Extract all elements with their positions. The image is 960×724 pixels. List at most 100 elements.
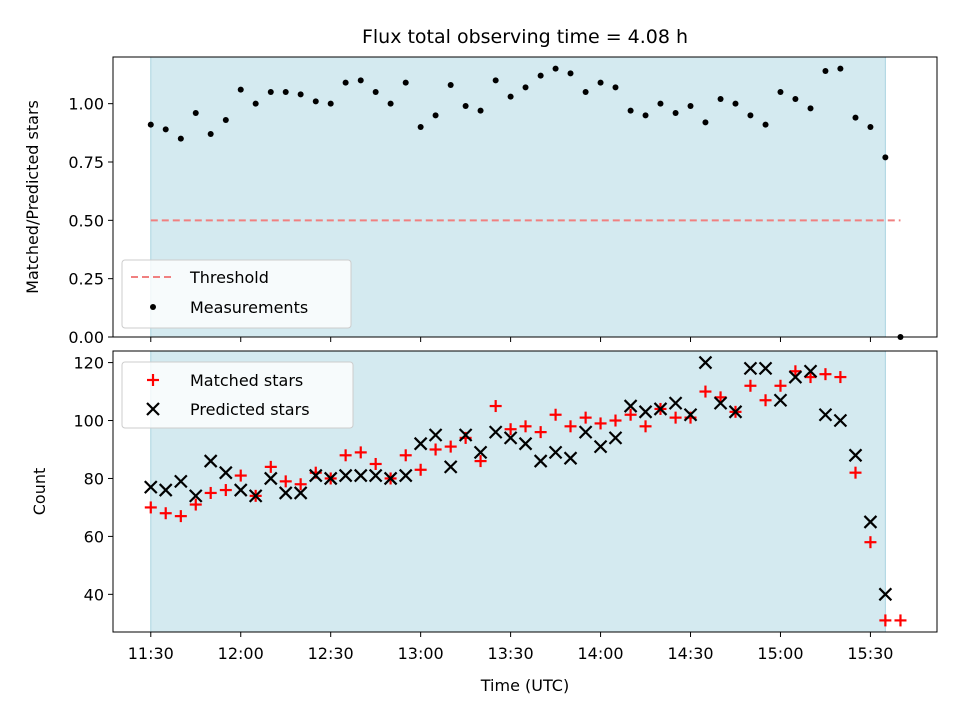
y-tick-label: 80: [84, 469, 104, 488]
legend-matched-swatch: [147, 374, 159, 386]
y-tick-label: 0.25: [68, 270, 104, 289]
top-panel: 0.00 0.25 0.50 0.75 1.00 Flux total observin…: [23, 26, 938, 347]
bottom-y-ticks: 40 60 80 100 120: [73, 354, 113, 604]
measurement-point: [612, 84, 619, 91]
predicted-star-point: [593, 439, 608, 454]
measurement-point: [297, 91, 304, 98]
predicted-star-point: [713, 396, 728, 410]
measurement-point: [447, 82, 454, 88]
measurement-point: [537, 72, 544, 79]
measurement-point: [492, 77, 499, 84]
top-y-axis-label: Matched/Predicted stars: [23, 100, 42, 294]
predicted-star-point: [323, 471, 338, 486]
predicted-star-point: [278, 486, 293, 500]
predicted-star-point: [264, 471, 278, 486]
predicted-star-point: [308, 468, 323, 483]
top-axes-frame: [112, 56, 938, 338]
predicted-star-point: [368, 468, 383, 483]
matched-star-point: [849, 466, 862, 479]
y-tick-label: 100: [73, 412, 104, 431]
predicted-star-point: [848, 448, 863, 463]
legend-plus-glyph: [147, 374, 159, 386]
matched-star-point: [744, 379, 757, 392]
predicted-star-point: [758, 361, 773, 376]
matched-star-point: [564, 420, 577, 433]
x-tick-label: 11:30: [128, 644, 174, 663]
predicted-star-point: [398, 468, 413, 483]
measurement-point: [582, 89, 589, 95]
x-tick-label: 15:00: [757, 644, 803, 663]
measurement-point: [702, 119, 709, 126]
top-measurement-points: [147, 65, 904, 340]
predicted-star-point: [353, 468, 368, 483]
legend-measurements-label: Measurements: [190, 298, 308, 317]
measurement-point: [327, 100, 334, 107]
y-tick-label: 0.00: [68, 328, 104, 347]
matched-star-point: [339, 449, 352, 462]
matched-star-point: [174, 510, 187, 523]
predicted-star-point: [203, 454, 218, 468]
matched-star-point: [759, 394, 772, 407]
predicted-star-point: [548, 445, 563, 460]
matched-star-point: [144, 501, 157, 514]
matched-star-point: [894, 614, 907, 627]
predicted-star-point: [158, 483, 173, 497]
measurement-point: [732, 100, 739, 107]
predicted-star-point: [488, 425, 503, 439]
measurement-point: [477, 107, 484, 114]
legend-predicted-swatch: [146, 402, 160, 416]
measurement-point: [882, 154, 889, 161]
measurement-point: [312, 98, 319, 105]
matched-star-point: [699, 385, 712, 398]
measurement-point: [852, 114, 859, 121]
measurement-point: [687, 103, 694, 109]
x-tick-label: 13:00: [398, 644, 444, 663]
measurement-point: [672, 110, 679, 116]
measurement-point: [642, 112, 649, 119]
legend-threshold-label: Threshold: [189, 268, 269, 287]
matched-star-point: [294, 478, 307, 491]
measurement-point: [222, 117, 229, 123]
x-tick-label: 14:00: [578, 644, 624, 663]
matched-star-point: [789, 365, 802, 378]
predicted-star-point: [863, 515, 878, 529]
measurement-point: [372, 89, 379, 95]
matched-star-point: [189, 498, 202, 511]
matched-star-point: [414, 463, 427, 476]
measurement-point: [777, 89, 784, 95]
y-tick-label: 60: [84, 527, 104, 546]
predicted-star-point: [533, 454, 548, 468]
matched-star-point: [489, 400, 502, 413]
bottom-axes-frame: [112, 350, 938, 633]
x-tick-label: 15:30: [847, 644, 893, 663]
matched-star-point: [774, 379, 787, 392]
matched-star-point: [579, 411, 592, 424]
measurement-point: [432, 112, 439, 119]
measurement-point: [567, 70, 574, 77]
predicted-star-point: [174, 474, 188, 489]
measurement-point: [267, 89, 274, 95]
chart-title: Flux total observing time = 4.08 h: [362, 26, 688, 48]
measurement-point: [747, 112, 754, 119]
predicted-star-point: [668, 396, 683, 410]
top-x-ticks: [150, 337, 871, 342]
predicted-star-point: [638, 405, 653, 419]
legend-measurements-swatch: [150, 304, 156, 310]
matched-star-point: [234, 469, 247, 482]
matched-star-point: [354, 446, 367, 459]
predicted-star-point: [563, 451, 578, 465]
matched-star-point: [534, 426, 547, 439]
bottom-panel: 40 60 80 100 120 11:30 12:00 12:30 13:00 13:30 14…: [30, 350, 938, 695]
matched-star-point: [624, 408, 637, 421]
matched-star-point: [549, 408, 562, 421]
legend-cross-glyph: [146, 402, 160, 416]
predicted-star-point: [818, 407, 833, 422]
matched-star-point: [159, 507, 172, 520]
measurement-point: [657, 100, 664, 107]
predicted-star-point: [293, 486, 308, 500]
bottom-legend: Matched stars Predicted stars: [121, 361, 354, 429]
matched-star-point: [609, 414, 622, 427]
measurement-point: [462, 103, 469, 109]
matched-star-point: [264, 460, 277, 473]
